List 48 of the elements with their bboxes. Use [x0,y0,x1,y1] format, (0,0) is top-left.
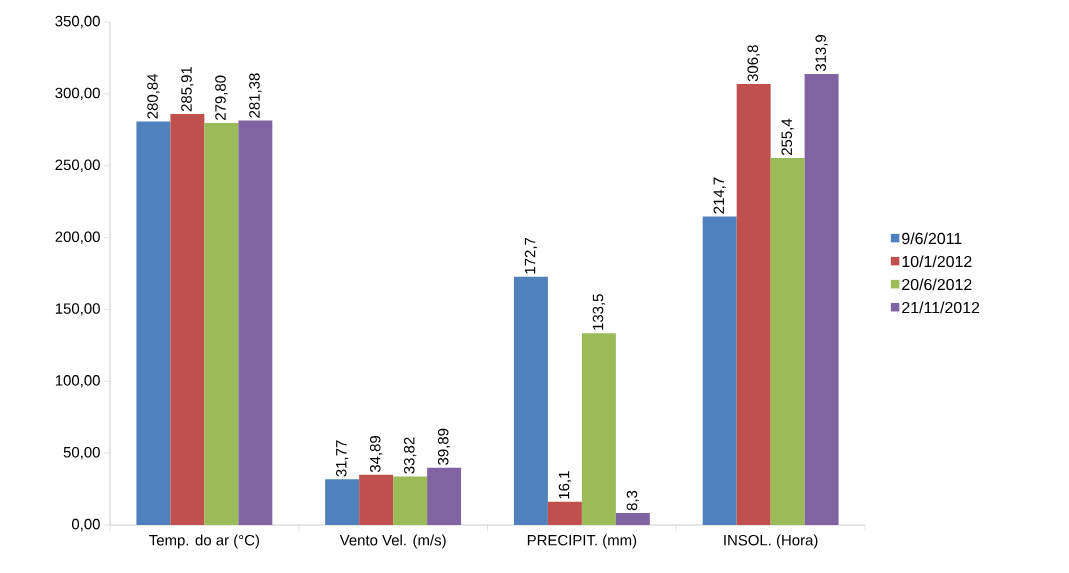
bar [770,157,805,525]
y-tick-label: 250,00 [55,159,100,172]
bar [393,476,428,525]
data-label: 255,4 [781,118,794,155]
bar [325,479,360,525]
data-label: 34,89 [369,435,383,473]
bar [427,467,462,525]
data-label: 31,77 [335,440,349,477]
legend-label: 21/11/2012 [902,301,980,314]
data-label: 280,84 [147,73,160,119]
bar [736,84,771,525]
y-tick-label: 50,00 [63,446,100,460]
bar [804,73,839,525]
bar [170,114,205,525]
x-tick-label: INSOL. (Hora) [724,534,818,549]
bar [581,333,616,525]
bar [513,276,548,525]
x-tick-label: PRECIPIT. (mm) [527,534,637,549]
legend-label: 20/6/2012 [902,278,972,291]
bar [359,474,394,525]
x-tick-label: Temp. do ar (°C) [149,534,260,549]
data-label: 8,3 [626,490,640,511]
bar [615,513,650,525]
data-label: 285,91 [181,66,194,112]
bar [238,120,273,525]
data-label: 33,82 [403,437,417,474]
y-tick-label: 100,00 [55,375,100,388]
bar [136,121,171,525]
data-label: 313,9 [815,35,828,72]
data-label: 214,7 [713,177,726,214]
y-tick-label: 300,00 [55,87,100,101]
y-tick-label: 0,00 [71,518,100,532]
bar [702,216,737,525]
data-label: 306,8 [747,45,760,82]
data-label: 279,80 [215,75,228,120]
data-label: 281,38 [249,73,262,118]
bar [204,122,239,525]
bar [547,501,582,525]
y-tick-label: 200,00 [55,231,100,244]
x-tick-label: Vento Vel. (m/s) [339,534,446,549]
legend-label: 10/1/2012 [902,255,972,268]
legend-label: 9/6/2011 [902,232,962,245]
data-label: 133,5 [592,294,606,330]
data-label: 16,1 [558,471,572,499]
data-label: 39,89 [437,428,451,465]
y-tick-label: 150,00 [55,303,100,316]
y-tick-label: 350,00 [55,15,100,29]
data-label: 172,7 [524,237,538,274]
